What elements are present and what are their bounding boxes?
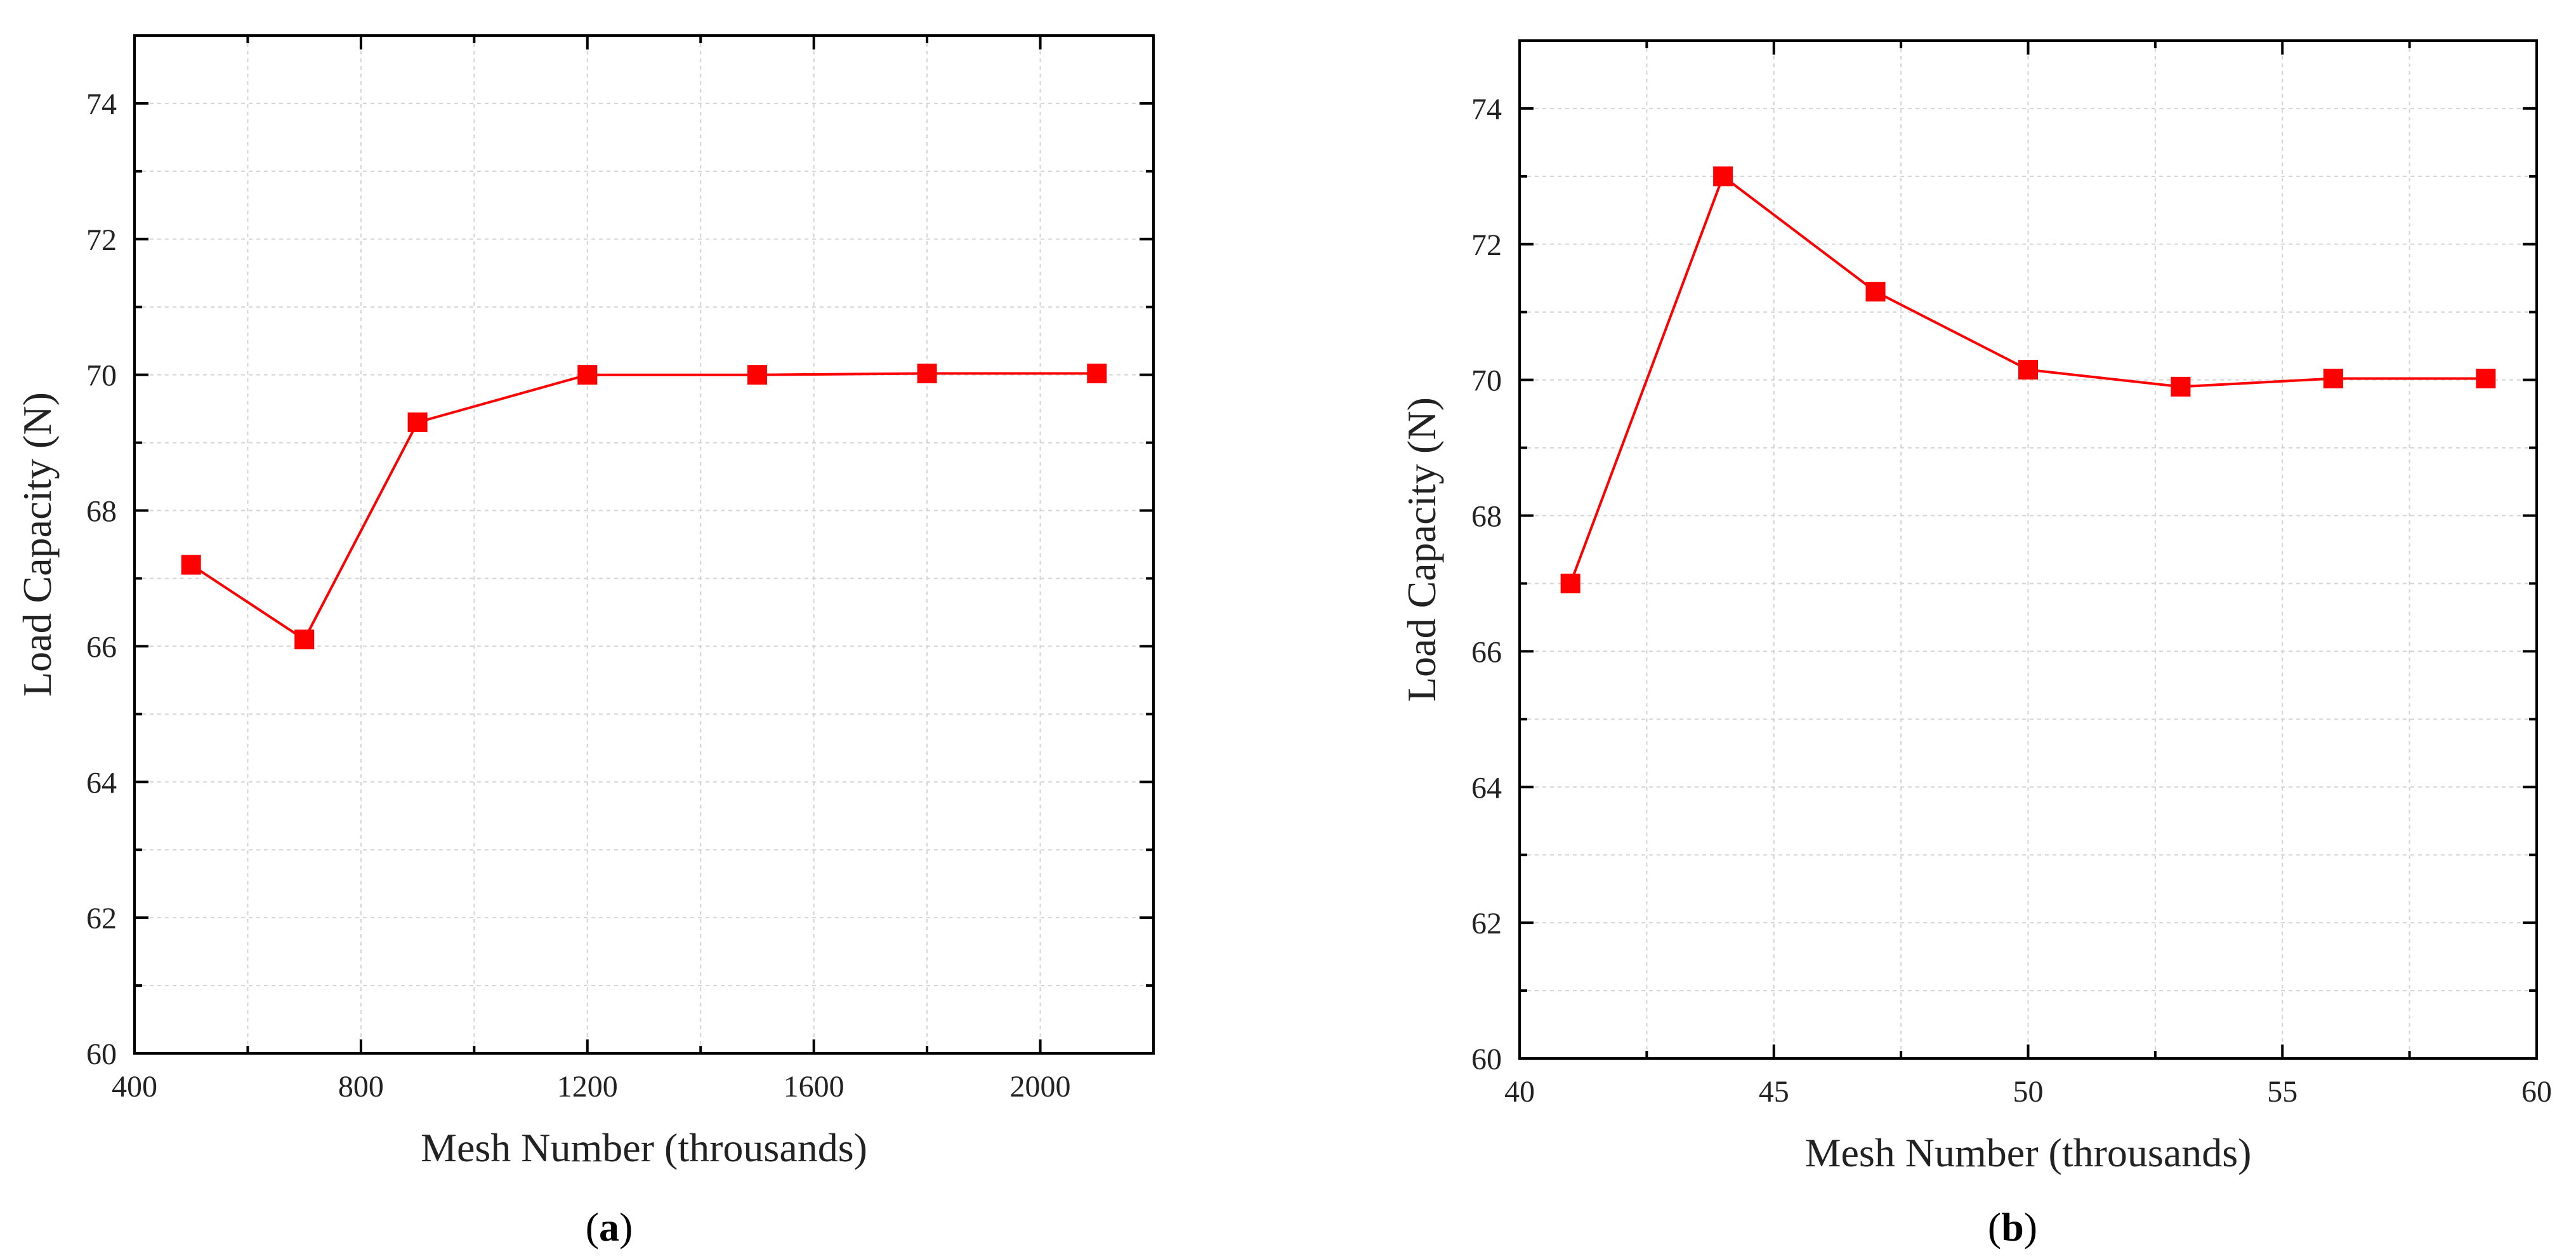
caption-letter: b [2001, 1204, 2024, 1249]
y-tick-label: 74 [86, 88, 117, 121]
y-tick-label: 70 [1471, 364, 1502, 398]
data-point-marker [2476, 369, 2496, 389]
y-tick-label: 70 [86, 359, 117, 393]
data-point-marker [2323, 369, 2343, 389]
x-tick-label: 400 [112, 1070, 157, 1104]
data-point-marker [747, 365, 767, 385]
x-axis-title: Mesh Number (throusands) [421, 1125, 867, 1170]
y-tick-label: 74 [1471, 93, 1502, 126]
y-tick-label: 68 [86, 495, 117, 529]
x-tick-label: 55 [2267, 1075, 2297, 1109]
y-tick-label: 68 [1471, 500, 1502, 534]
data-point-marker [2171, 376, 2191, 397]
data-point-marker [2018, 360, 2038, 380]
data-point-marker [181, 555, 201, 575]
x-tick-label: 1600 [784, 1070, 844, 1104]
data-point-marker [577, 365, 598, 385]
caption-letter: a [599, 1204, 619, 1249]
x-tick-label: 50 [2013, 1075, 2044, 1109]
x-tick-label: 60 [2521, 1075, 2552, 1109]
figure-caption: (b) [1988, 1204, 2037, 1249]
y-tick-label: 62 [1471, 907, 1502, 940]
data-point-marker [1560, 573, 1580, 593]
data-point-marker [1713, 166, 1733, 187]
data-point-marker [294, 630, 315, 650]
y-tick-label: 64 [86, 766, 117, 800]
data-point-marker [917, 364, 937, 384]
data-point-marker [407, 412, 428, 433]
x-axis-title: Mesh Number (throusands) [1805, 1130, 2252, 1175]
chart-b: 40 45 50 55 60 60 62 64 66 68 70 72 74 Mesh Number (t… [1399, 39, 2552, 1249]
data-point-marker [1087, 364, 1107, 384]
x-tick-label: 40 [1504, 1075, 1535, 1109]
y-tick-label: 62 [86, 902, 117, 935]
y-tick-label: 72 [86, 223, 117, 257]
y-tick-label: 60 [86, 1038, 117, 1071]
y-tick-label: 72 [1471, 228, 1502, 262]
data-point-marker [1865, 282, 1886, 302]
figure-caption: (a) [586, 1204, 633, 1249]
x-tick-label: 1200 [557, 1070, 618, 1104]
plot-frame [133, 34, 1155, 1055]
y-tick-label: 64 [1471, 771, 1502, 805]
x-tick-label: 800 [338, 1070, 384, 1104]
x-tick-label: 45 [1759, 1075, 1789, 1109]
chart-a: 400 800 1200 1600 2000 60 62 64 66 68 70 72 74 Mesh N… [15, 34, 1155, 1249]
y-axis-title: Load Capacity (N) [15, 392, 60, 697]
x-tick-label: 2000 [1010, 1070, 1071, 1104]
y-tick-label: 66 [1471, 635, 1502, 669]
y-tick-label: 60 [1471, 1043, 1502, 1076]
y-axis-title: Load Capacity (N) [1399, 397, 1444, 702]
y-tick-label: 66 [86, 630, 117, 664]
